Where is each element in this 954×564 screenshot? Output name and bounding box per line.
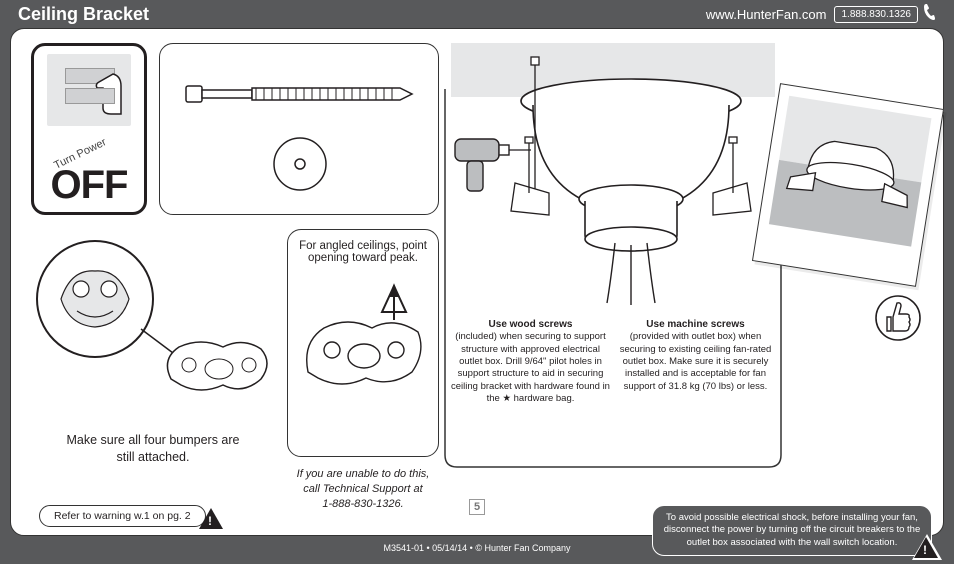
bumpers-illustration bbox=[31, 229, 275, 419]
phone-number: 1.888.830.1326 bbox=[834, 6, 918, 23]
wood-title: Use wood screws bbox=[489, 319, 573, 330]
switch-illustration bbox=[47, 54, 131, 126]
refer-warning-pill: Refer to warning w.1 on pg. 2 bbox=[39, 505, 206, 527]
polaroid-bracket-illustration bbox=[769, 96, 934, 247]
bumpers-text-1: Make sure all four bumpers are bbox=[31, 432, 275, 449]
main-panel: Turn Power OFF bbox=[10, 28, 944, 536]
angled-illustration bbox=[298, 272, 428, 402]
page-number: 5 bbox=[469, 499, 485, 515]
tech-l3: 1-888-830-1326. bbox=[287, 497, 439, 512]
website-url: www.HunterFan.com bbox=[706, 7, 827, 22]
hardware-box bbox=[159, 43, 439, 215]
off-label: OFF bbox=[34, 163, 144, 208]
page-title: Ceiling Bracket bbox=[18, 4, 706, 25]
screw-washer-illustration bbox=[160, 44, 440, 216]
footer-meta: M3541-01 • 05/14/14 • © Hunter Fan Compa… bbox=[383, 543, 570, 553]
bumpers-text-2: still attached. bbox=[31, 449, 275, 466]
tech-l1: If you are unable to do this, bbox=[287, 467, 439, 482]
machine-body: (provided with outlet box) when securing… bbox=[620, 331, 772, 391]
tech-l2: call Technical Support at bbox=[287, 482, 439, 497]
wood-screws-col: Use wood screws (included) when securing… bbox=[451, 318, 610, 405]
warning-triangle-left bbox=[199, 508, 223, 529]
power-off-box: Turn Power OFF bbox=[31, 43, 147, 215]
polaroid-photo bbox=[752, 83, 944, 287]
bracket-illustration bbox=[451, 43, 775, 311]
wood-body: (included) when securing to support stru… bbox=[451, 331, 610, 404]
machine-screws-col: Use machine screws (provided with outlet… bbox=[616, 318, 775, 405]
bumpers-section: Make sure all four bumpers are still att… bbox=[31, 229, 275, 466]
thumbs-up-icon bbox=[875, 295, 921, 341]
tech-support-text: If you are unable to do this, call Techn… bbox=[287, 467, 439, 512]
angled-line-1: For angled ceilings, point bbox=[296, 240, 430, 252]
machine-title: Use machine screws bbox=[646, 319, 744, 330]
phone-icon bbox=[922, 3, 936, 26]
angled-line-2: opening toward peak. bbox=[296, 252, 430, 264]
angled-ceiling-box: For angled ceilings, point opening towar… bbox=[287, 229, 439, 457]
main-bracket-section: Use wood screws (included) when securing… bbox=[451, 43, 775, 467]
finger-icon bbox=[93, 66, 127, 116]
warning-triangle-right bbox=[914, 537, 938, 558]
